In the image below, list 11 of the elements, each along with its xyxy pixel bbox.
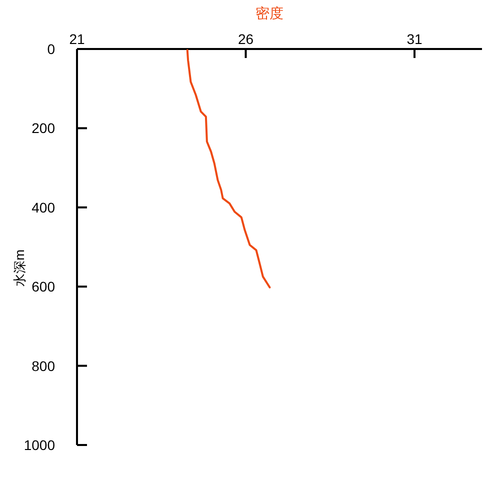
y-tick-label: 1000 [24,437,56,453]
y-tick-label: 200 [32,120,56,136]
x-axis-title: 密度 [256,5,284,21]
x-tick-label: 21 [69,31,85,47]
y-tick-label: 600 [32,278,56,295]
x-tick-label: 31 [406,31,422,47]
y-tick-label: 800 [32,358,56,374]
y-tick-label: 0 [47,41,56,57]
y-tick-label: 400 [32,199,56,216]
x-tick-label: 26 [238,31,254,47]
y-axis-title: 水深m [12,250,27,286]
